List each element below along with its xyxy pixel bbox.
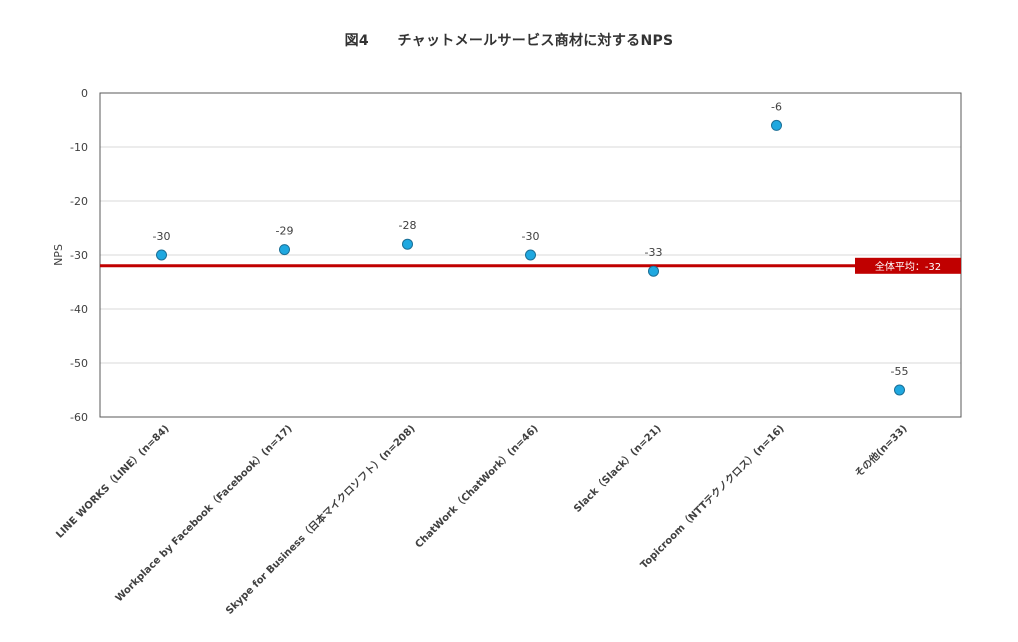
y-tick-label: -10: [70, 141, 88, 154]
data-point: [402, 238, 413, 250]
data-point: [156, 249, 167, 261]
x-category-label: Skype for Business（日本マイクロソフト）(n=208): [223, 422, 418, 617]
y-tick-label: -60: [70, 411, 88, 424]
y-tick-label: -20: [70, 195, 88, 208]
data-point: [771, 119, 782, 131]
data-point: [525, 249, 536, 261]
data-label: -55: [891, 365, 909, 378]
x-category-label: その他(n=33): [852, 422, 910, 480]
y-axis-title: NPS: [52, 244, 65, 266]
x-category-label: LINE WORKS（LINE）(n=84): [53, 422, 172, 541]
data-label: -30: [522, 230, 540, 243]
data-point: [279, 244, 290, 256]
x-category-label: Topicroom（NTTテクノクロス）(n=16): [637, 422, 786, 571]
data-points: -30 -29 -28 -30 -33 -6 -55: [153, 100, 909, 396]
data-label: -30: [153, 230, 171, 243]
x-category-label: ChatWork（ChatWork）(n=46): [412, 422, 541, 551]
data-label: -33: [645, 246, 663, 259]
average-label: 全体平均：-32: [875, 260, 941, 273]
y-tick-label: -50: [70, 357, 88, 370]
data-label: -28: [399, 219, 417, 232]
average-label-box: [855, 257, 961, 274]
y-tick-labels: 0 -10 -20 -30 -40 -50 -60: [70, 87, 88, 424]
x-category-labels: LINE WORKS（LINE）(n=84)Workplace by Faceb…: [53, 422, 910, 617]
data-label: -6: [771, 100, 782, 113]
plot-frame: [99, 92, 962, 418]
data-label: -29: [276, 225, 294, 238]
average-reference: 全体平均：-32: [100, 257, 961, 274]
y-tick-label: -40: [70, 303, 88, 316]
y-tick-label: 0: [81, 87, 88, 100]
y-tick-label: -30: [70, 249, 88, 262]
x-category-label: Slack（Slack）(n=21): [571, 422, 664, 515]
data-point: [648, 265, 659, 277]
chart-title: 図4 チャットメールサービス商材に対するNPS: [344, 33, 674, 49]
data-point: [894, 384, 905, 396]
